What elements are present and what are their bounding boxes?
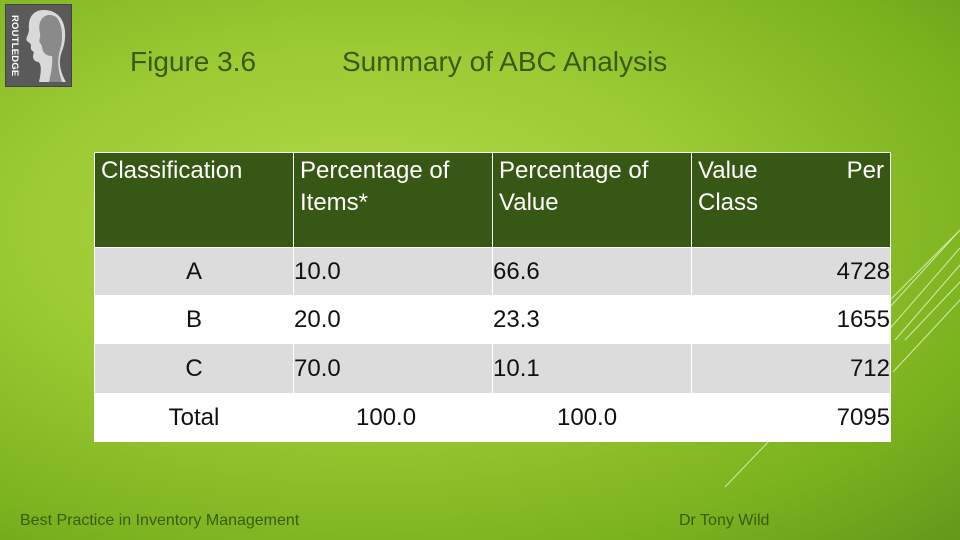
cell-value-per-class: 7095 (691, 393, 891, 442)
logo-text: ROUTLEDGE (9, 15, 20, 77)
cell-pct-items: 10.0 (293, 247, 493, 296)
header-line: Value (499, 189, 559, 216)
footer-author: Dr Tony Wild (679, 512, 770, 529)
cell-classification: A (94, 247, 294, 296)
profile-silhouette-icon (26, 10, 66, 82)
header-line: Percentage of (300, 157, 450, 184)
table-header-row: Classification Percentage of Items* Perc… (94, 152, 891, 248)
header-line: Classification (101, 157, 243, 184)
cell-pct-value: 100.0 (492, 393, 692, 442)
cell-value-per-class: 1655 (691, 295, 891, 344)
cell-classification: Total (94, 393, 294, 442)
header-pct-items: Percentage of Items* (293, 152, 493, 248)
cell-classification: C (94, 343, 294, 394)
cell-pct-value: 10.1 (492, 343, 692, 394)
table-row: C 70.0 10.1 712 (94, 343, 891, 394)
table-row: B 20.0 23.3 1655 (94, 295, 891, 344)
figure-number: Figure 3.6 (130, 46, 257, 77)
table-row: Total 100.0 100.0 7095 (94, 393, 891, 442)
header-line: Percentage of (499, 157, 649, 184)
routledge-logo: ROUTLEDGE (5, 4, 72, 87)
cell-value-per-class: 712 (691, 343, 891, 394)
cell-classification: B (94, 295, 294, 344)
abc-summary-table: Classification Percentage of Items* Perc… (94, 152, 891, 442)
table-row: A 10.0 66.6 4728 (94, 247, 891, 296)
header-pct-value: Percentage of Value (492, 152, 692, 248)
footer-book-title: Best Practice in Inventory Management (20, 512, 300, 529)
cell-pct-items: 70.0 (293, 343, 493, 394)
cell-pct-items: 100.0 (293, 393, 493, 442)
cell-pct-value: 66.6 (492, 247, 692, 296)
cell-value-per-class: 4728 (691, 247, 891, 296)
header-classification: Classification (94, 152, 294, 248)
header-value-per-class: Value Per Class (691, 152, 891, 248)
header-line: Value Per (698, 157, 884, 184)
page-title: Summary of ABC Analysis (342, 46, 668, 77)
header-line: Items* (300, 189, 369, 216)
header-line: Class (698, 189, 759, 216)
cell-pct-items: 20.0 (293, 295, 493, 344)
cell-pct-value: 23.3 (492, 295, 692, 344)
